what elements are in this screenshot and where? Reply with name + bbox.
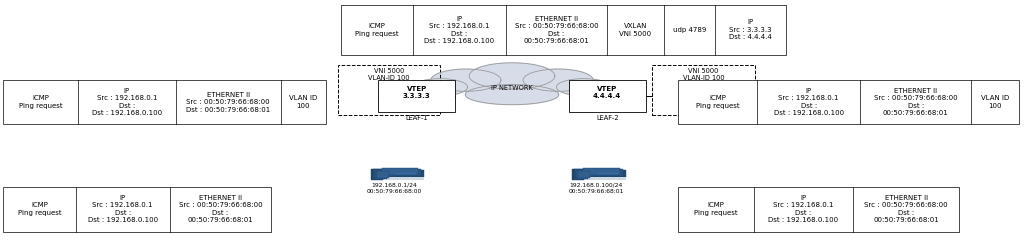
Bar [569, 80, 645, 112]
Bar [373, 169, 385, 179]
Bar [678, 80, 1019, 124]
Text: VTEP
4.4.4.4: VTEP 4.4.4.4 [593, 86, 622, 99]
Text: IP NETWORK: IP NETWORK [492, 85, 532, 91]
Text: ICMP
Ping request: ICMP Ping request [17, 202, 61, 216]
Bar [3, 187, 271, 232]
Bar [396, 173, 416, 174]
Text: 192.168.0.1/24
00:50:79:66:68:00: 192.168.0.1/24 00:50:79:66:68:00 [367, 183, 422, 194]
Bar [584, 168, 620, 175]
Text: IP
Src : 192.168.0.1
Dst :
Dst : 192.168.0.100: IP Src : 192.168.0.1 Dst : Dst : 192.168… [92, 88, 162, 116]
Text: IP
Src : 3.3.3.3
Dst : 4.4.4.4: IP Src : 3.3.3.3 Dst : 4.4.4.4 [729, 19, 772, 40]
Text: VLAN ID
100: VLAN ID 100 [981, 95, 1010, 109]
Text: LEAF-2: LEAF-2 [596, 115, 618, 121]
Polygon shape [469, 63, 555, 89]
Bar [3, 80, 326, 124]
Bar [371, 169, 383, 180]
Text: 192.168.0.100/24
00:50:79:66:68:01: 192.168.0.100/24 00:50:79:66:68:01 [568, 183, 624, 194]
Text: ICMP
Ping request: ICMP Ping request [355, 23, 398, 37]
Bar [377, 171, 389, 178]
Bar [382, 168, 418, 175]
Text: VTEP
3.3.3.3: VTEP 3.3.3.3 [402, 86, 431, 99]
Text: IP
Src : 192.168.0.1
Dst :
Dst : 192.168.0.100: IP Src : 192.168.0.1 Dst : Dst : 192.168… [768, 195, 839, 223]
Bar [588, 179, 626, 180]
Bar [598, 173, 617, 174]
Text: ETHERNET II
Src : 00:50:79:66:68:00
Dst :
00:50:79:66:68:01: ETHERNET II Src : 00:50:79:66:68:00 Dst … [515, 16, 598, 44]
Text: VNI 5000
VLAN-ID 100: VNI 5000 VLAN-ID 100 [683, 68, 724, 81]
Bar [379, 80, 455, 112]
Text: LEAF-1: LEAF-1 [406, 115, 428, 121]
Text: VNI 5000
VLAN-ID 100: VNI 5000 VLAN-ID 100 [369, 68, 410, 81]
Polygon shape [523, 69, 593, 91]
Bar [678, 187, 959, 232]
Bar [572, 169, 585, 180]
Text: IP
Src : 192.168.0.1
Dst :
Dst : 192.168.0.100: IP Src : 192.168.0.1 Dst : Dst : 192.168… [425, 16, 495, 44]
Text: IP
Src : 192.168.0.1
Dst :
Dst : 192.168.0.100: IP Src : 192.168.0.1 Dst : Dst : 192.168… [774, 88, 844, 116]
Bar [388, 170, 424, 177]
Polygon shape [556, 79, 611, 96]
Bar [386, 179, 424, 180]
Bar [341, 5, 786, 55]
Text: VLAN ID
100: VLAN ID 100 [289, 95, 317, 109]
Bar [590, 170, 626, 177]
Bar [338, 65, 440, 115]
Polygon shape [465, 85, 559, 105]
Text: ETHERNET II
Src : 00:50:79:66:68:00
Dst : 00:50:79:66:68:01: ETHERNET II Src : 00:50:79:66:68:00 Dst … [186, 92, 270, 113]
Bar [375, 170, 387, 179]
Text: udp 4789: udp 4789 [673, 27, 707, 33]
Bar [577, 170, 589, 179]
Text: ETHERNET II
Src : 00:50:79:66:68:00
Dst :
00:50:79:66:68:01: ETHERNET II Src : 00:50:79:66:68:00 Dst … [873, 88, 957, 116]
Text: ICMP
Ping request: ICMP Ping request [694, 202, 737, 216]
Text: ICMP
Ping request: ICMP Ping request [18, 95, 62, 109]
Bar [587, 169, 623, 176]
Bar [385, 169, 421, 176]
Text: IP
Src : 192.168.0.1
Dst :
Dst : 192.168.0.100: IP Src : 192.168.0.1 Dst : Dst : 192.168… [88, 195, 158, 223]
Bar [574, 169, 587, 179]
Polygon shape [413, 79, 468, 96]
Text: ETHERNET II
Src : 00:50:79:66:68:00
Dst :
00:50:79:66:68:01: ETHERNET II Src : 00:50:79:66:68:00 Dst … [864, 195, 948, 223]
Text: ICMP
Ping request: ICMP Ping request [695, 95, 739, 109]
Bar [652, 65, 755, 115]
Bar [579, 171, 591, 178]
Text: ETHERNET II
Src : 00:50:79:66:68:00
Dst :
00:50:79:66:68:01: ETHERNET II Src : 00:50:79:66:68:00 Dst … [179, 195, 262, 223]
Polygon shape [431, 69, 501, 91]
Text: VXLAN
VNI 5000: VXLAN VNI 5000 [620, 23, 651, 37]
